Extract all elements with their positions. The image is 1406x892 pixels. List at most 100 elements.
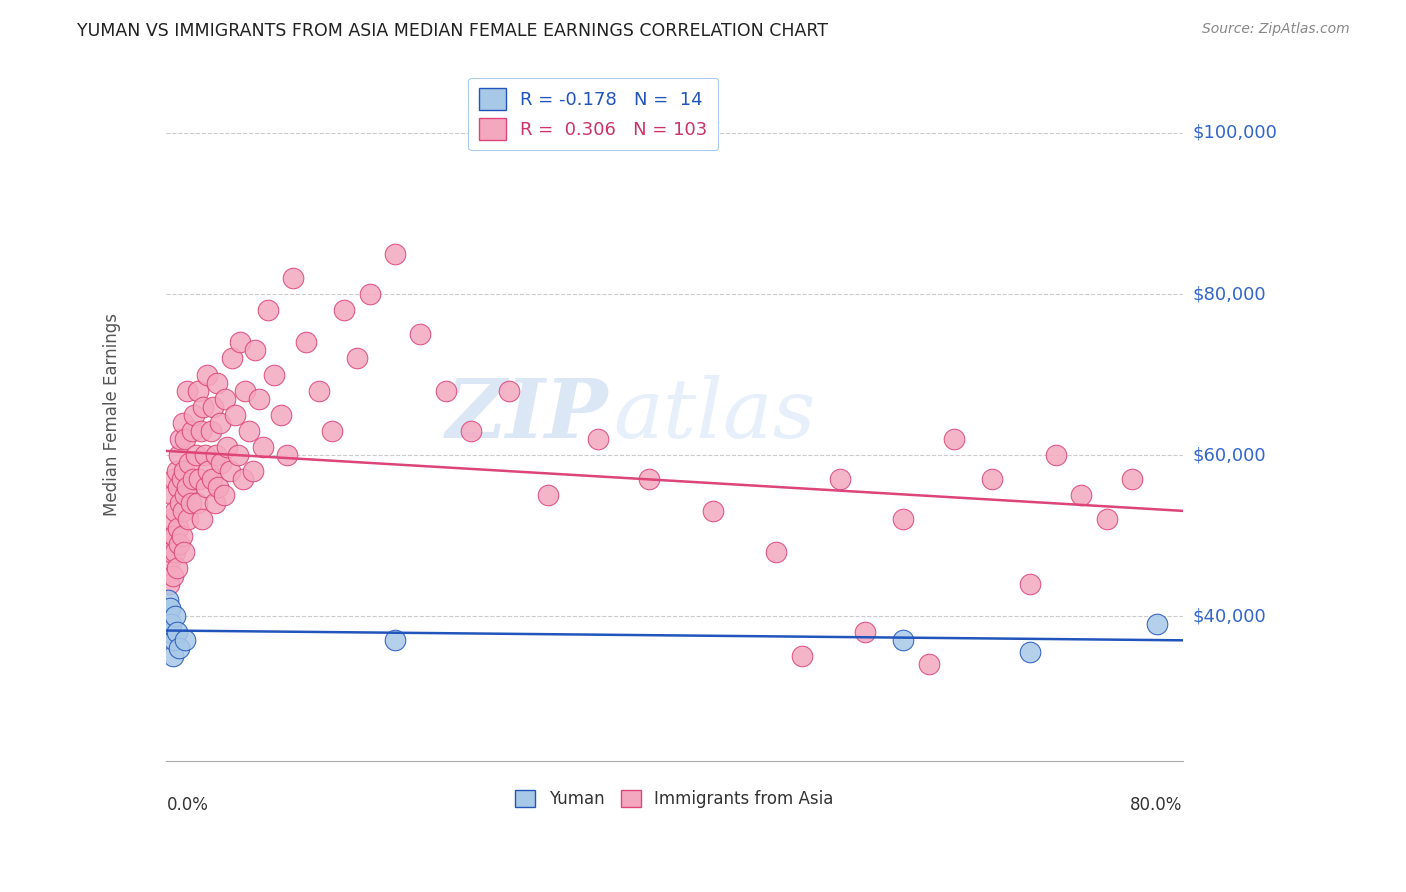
Point xyxy=(1146,617,1168,632)
Point xyxy=(194,480,217,494)
Point xyxy=(193,448,215,462)
Point xyxy=(186,496,208,510)
Point xyxy=(190,424,212,438)
Point xyxy=(205,376,228,390)
Point xyxy=(172,504,194,518)
Point xyxy=(183,408,205,422)
Point xyxy=(184,448,207,462)
Point xyxy=(176,384,198,398)
Point xyxy=(232,472,254,486)
Point xyxy=(1121,472,1143,486)
Point xyxy=(212,488,235,502)
Point xyxy=(188,472,211,486)
Point xyxy=(197,464,219,478)
Point xyxy=(159,553,181,567)
Point xyxy=(409,327,432,342)
Point xyxy=(638,472,661,486)
Text: ZIP: ZIP xyxy=(446,375,609,455)
Point xyxy=(174,633,197,648)
Point xyxy=(180,496,202,510)
Text: 0.0%: 0.0% xyxy=(166,796,208,814)
Text: $60,000: $60,000 xyxy=(1192,446,1267,464)
Point xyxy=(917,657,939,672)
Point xyxy=(434,384,457,398)
Point xyxy=(242,464,264,478)
Point xyxy=(160,512,183,526)
Point xyxy=(238,424,260,438)
Point xyxy=(209,456,232,470)
Point xyxy=(207,480,229,494)
Point xyxy=(174,488,197,502)
Point xyxy=(169,432,191,446)
Text: YUMAN VS IMMIGRANTS FROM ASIA MEDIAN FEMALE EARNINGS CORRELATION CHART: YUMAN VS IMMIGRANTS FROM ASIA MEDIAN FEM… xyxy=(77,22,828,40)
Point xyxy=(159,601,181,615)
Point xyxy=(853,625,876,640)
Point xyxy=(156,593,179,607)
Point xyxy=(359,287,381,301)
Point xyxy=(943,432,966,446)
Point xyxy=(174,432,197,446)
Point xyxy=(166,625,188,640)
Point xyxy=(159,528,181,542)
Point xyxy=(219,464,242,478)
Point xyxy=(229,335,252,350)
Point xyxy=(270,408,292,422)
Point xyxy=(167,641,190,656)
Point xyxy=(204,496,226,510)
Point xyxy=(163,528,186,542)
Legend: Yuman, Immigrants from Asia: Yuman, Immigrants from Asia xyxy=(509,783,841,815)
Point xyxy=(217,440,239,454)
Point xyxy=(165,544,187,558)
Point xyxy=(828,472,851,486)
Point xyxy=(170,472,193,486)
Text: atlas: atlas xyxy=(613,375,815,455)
Point xyxy=(295,335,318,350)
Point xyxy=(498,384,520,398)
Point xyxy=(233,384,256,398)
Point xyxy=(790,649,813,664)
Point xyxy=(162,649,184,664)
Point xyxy=(173,544,195,558)
Point xyxy=(163,633,186,648)
Point xyxy=(333,303,356,318)
Point xyxy=(177,512,200,526)
Point xyxy=(187,384,209,398)
Point xyxy=(166,464,188,478)
Point xyxy=(221,351,243,366)
Point xyxy=(157,625,180,640)
Point xyxy=(1019,577,1042,591)
Point xyxy=(170,528,193,542)
Point xyxy=(1070,488,1092,502)
Point xyxy=(263,368,285,382)
Point xyxy=(276,448,298,462)
Text: 80.0%: 80.0% xyxy=(1130,796,1182,814)
Point xyxy=(180,424,202,438)
Point xyxy=(208,416,231,430)
Point xyxy=(536,488,558,502)
Point xyxy=(167,536,190,550)
Point xyxy=(981,472,1004,486)
Point xyxy=(201,472,224,486)
Point xyxy=(384,633,406,648)
Point xyxy=(160,617,183,632)
Point xyxy=(308,384,330,398)
Point xyxy=(165,504,187,518)
Point xyxy=(283,271,305,285)
Point xyxy=(165,609,187,624)
Point xyxy=(160,544,183,558)
Point xyxy=(200,424,222,438)
Point xyxy=(765,544,787,558)
Point xyxy=(214,392,236,406)
Point xyxy=(162,488,184,502)
Text: $80,000: $80,000 xyxy=(1192,285,1267,303)
Point xyxy=(179,456,201,470)
Point xyxy=(166,480,188,494)
Point xyxy=(1045,448,1067,462)
Point xyxy=(176,480,198,494)
Point xyxy=(181,472,204,486)
Point xyxy=(224,408,246,422)
Point xyxy=(172,416,194,430)
Point xyxy=(891,512,914,526)
Point xyxy=(1095,512,1118,526)
Point xyxy=(245,343,267,358)
